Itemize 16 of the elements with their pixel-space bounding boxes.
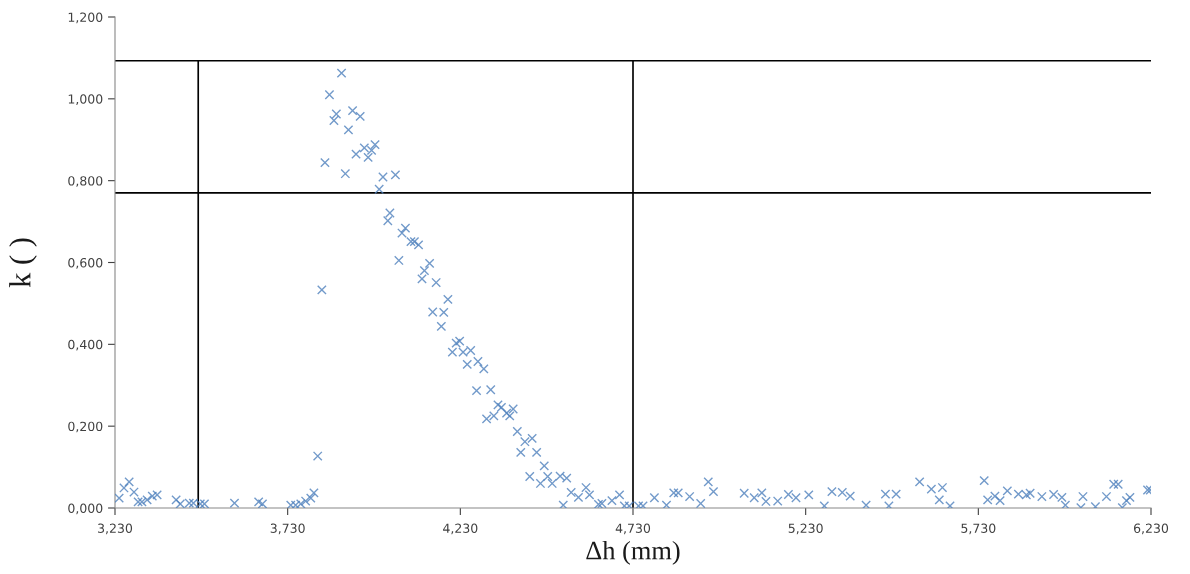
x-tick-label: 6,230: [1133, 523, 1169, 535]
y-tick-label: 0,400: [68, 339, 103, 351]
y-axis-title: k ( ): [9, 238, 37, 288]
y-tick-label: 0,200: [68, 421, 103, 433]
y-tick-label: 0,000: [68, 503, 103, 515]
x-tick-label: 4,730: [615, 523, 651, 535]
x-tick-label: 4,230: [443, 523, 478, 535]
x-tick-label: 3,230: [98, 523, 133, 535]
x-tick-label: 3,730: [270, 523, 305, 535]
y-tick-label: 1,200: [68, 12, 103, 24]
y-tick-label: 0,600: [68, 257, 103, 269]
x-axis-title: Δh (mm): [586, 540, 680, 565]
y-tick-label: 1,000: [68, 94, 103, 106]
x-tick-label: 5,230: [788, 523, 823, 535]
y-tick-label: 0,800: [68, 176, 103, 187]
x-tick-label: 5,730: [961, 523, 996, 535]
